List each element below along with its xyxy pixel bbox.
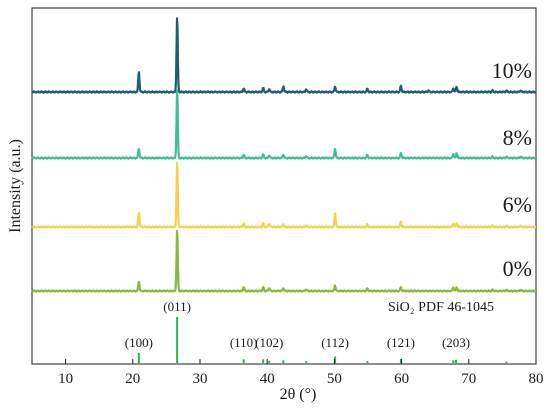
x-tick-label: 80 [529, 371, 544, 387]
hkl-label: (100) [125, 335, 153, 350]
hkl-label: (011) [163, 299, 191, 314]
x-tick-label: 70 [461, 371, 476, 387]
y-axis-title: Intensity (a.u.) [7, 139, 24, 233]
hkl-label: (112) [321, 335, 349, 350]
series-layer: 10% 8% 6% 0% [31, 17, 537, 293]
hkl-label: (110) [230, 335, 258, 350]
series-label: 0% [503, 256, 532, 281]
reference-pattern: (100) (011) (110)(102) (112) (121) (203) [125, 299, 508, 363]
series-label: 8% [503, 125, 532, 150]
x-axis: 10 20 30 40 50 60 70 80 [58, 359, 544, 387]
x-tick-label: 50 [327, 371, 342, 387]
x-tick-label: 20 [125, 371, 140, 387]
plot-frame [31, 7, 537, 365]
series-line [31, 162, 537, 229]
x-tick-label: 40 [260, 371, 275, 387]
hkl-label: (203) [442, 335, 470, 350]
series-line [31, 89, 537, 160]
series-line [31, 229, 537, 293]
x-tick-label: 30 [193, 371, 208, 387]
series-label: 6% [503, 192, 532, 217]
hkl-label: (121) [387, 335, 415, 350]
x-tick-label: 60 [394, 371, 409, 387]
x-tick-label: 10 [58, 371, 73, 387]
hkl-label: (102) [255, 335, 283, 350]
reference-title: SiO₂ PDF 46-1045 [388, 300, 494, 315]
series-label: 10% [492, 58, 532, 83]
x-axis-title: 2θ (°) [280, 386, 317, 403]
series-line [31, 17, 537, 94]
